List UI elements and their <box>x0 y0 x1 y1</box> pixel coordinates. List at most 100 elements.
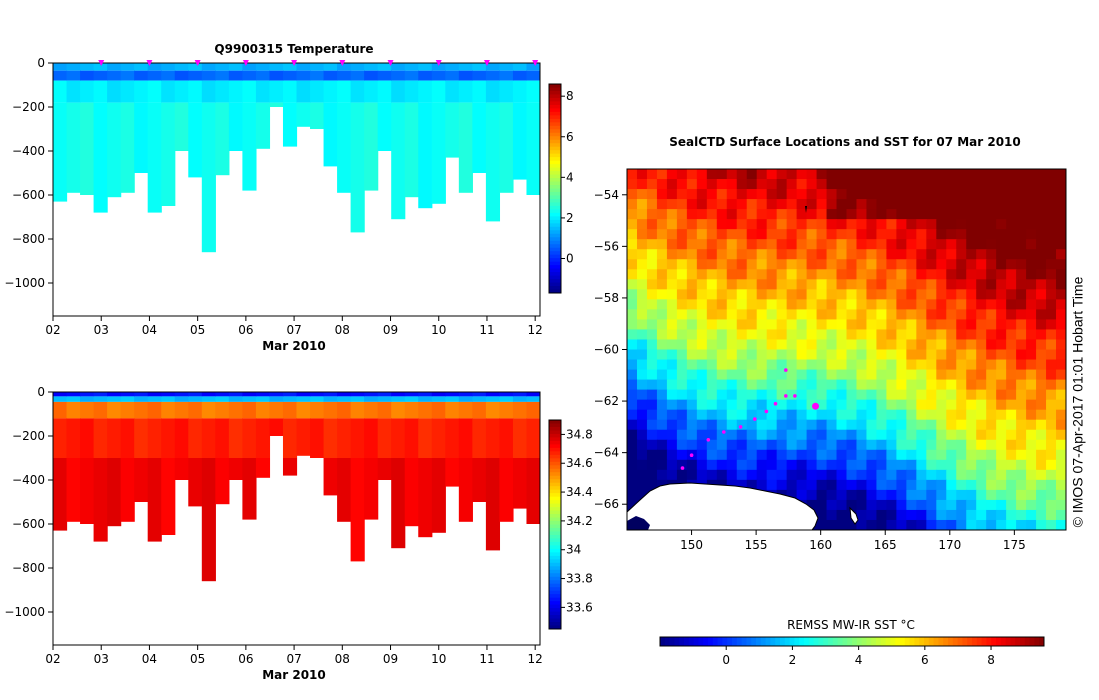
sst-cell <box>726 449 738 461</box>
sst-cell <box>627 189 638 200</box>
sst-cell <box>996 229 1007 240</box>
colorbar-swatch <box>549 219 561 224</box>
sst-colorbar-swatch <box>756 637 762 646</box>
sst-cell <box>666 249 678 260</box>
sst-cell <box>776 199 788 210</box>
sst-cell <box>866 329 878 341</box>
sst-cell <box>936 519 947 530</box>
salinity-y-axis: 0−200−400−600−800−1000 <box>4 385 53 619</box>
sst-cell <box>746 309 758 321</box>
sst-cell <box>956 369 967 381</box>
sst-cell <box>986 509 997 521</box>
sst-cell <box>956 229 967 240</box>
section-cell <box>174 418 189 458</box>
salinity-x-label: Mar 2010 <box>262 668 326 682</box>
sst-cell <box>836 209 848 220</box>
sst-colorbar-swatch <box>856 637 863 646</box>
sst-cell <box>946 209 957 220</box>
sst-cell <box>746 179 758 190</box>
sst-cell <box>986 429 997 441</box>
sst-cell <box>627 239 638 250</box>
sst-cell <box>1046 239 1057 250</box>
sst-cell <box>886 499 897 511</box>
sst-cell <box>896 369 907 381</box>
section-cell <box>269 63 284 71</box>
sst-cell <box>746 479 758 491</box>
sst-cell <box>706 469 718 481</box>
colorbar-swatch <box>549 580 561 585</box>
sst-cell <box>966 469 977 481</box>
sst-cell <box>866 309 878 321</box>
section-cell <box>53 396 68 402</box>
sst-cell <box>806 309 818 321</box>
sst-cell <box>886 229 897 240</box>
sst-cell <box>966 369 977 381</box>
sst-cell <box>806 369 818 381</box>
section-cell <box>404 63 419 71</box>
sst-cell <box>796 309 808 321</box>
sst-cell <box>906 279 917 290</box>
sst-cell <box>1026 399 1037 411</box>
sst-cell <box>696 229 708 240</box>
x-tick-label: 04 <box>142 652 157 666</box>
sst-cell <box>627 199 638 210</box>
sst-cell <box>846 229 858 240</box>
section-cell <box>188 80 203 103</box>
sst-cell <box>926 239 937 250</box>
sst-cell <box>956 429 967 441</box>
section-cell <box>228 70 243 81</box>
sst-cell <box>1036 389 1047 401</box>
section-cell <box>107 102 122 198</box>
seal-location <box>722 430 726 434</box>
sst-cell <box>986 229 997 240</box>
sst-cell <box>1026 519 1037 530</box>
lat-tick-label: −64 <box>594 446 619 460</box>
colorbar-swatch <box>549 524 561 529</box>
sst-colorbar-swatch <box>943 637 949 646</box>
sst-cell <box>627 439 638 451</box>
section-cell <box>296 70 311 81</box>
sst-cell <box>816 169 828 180</box>
sst-cell <box>636 219 648 230</box>
sst-cell <box>996 279 1007 290</box>
sst-cell <box>986 289 997 300</box>
colorbar-swatch <box>549 444 561 449</box>
sst-colorbar-swatch <box>928 637 935 646</box>
sst-cell <box>896 219 907 230</box>
sst-cell <box>886 429 897 441</box>
colorbar-tick-label: 34 <box>566 543 581 557</box>
sst-cell <box>796 349 808 361</box>
sst-cell <box>776 269 788 280</box>
sst-cell <box>1026 249 1037 260</box>
sst-cell <box>686 429 698 441</box>
sst-cell <box>976 469 987 481</box>
sst-colorbar-tick-label: 0 <box>722 653 730 667</box>
section-cell <box>282 401 298 419</box>
sst-cell <box>636 469 648 481</box>
sst-cell <box>726 319 738 331</box>
section-cell <box>364 63 379 71</box>
colorbar-swatch <box>549 538 561 543</box>
lat-tick-label: −58 <box>594 291 619 305</box>
sst-cell <box>696 409 708 421</box>
sst-cell <box>646 169 658 180</box>
sst-cell <box>836 219 848 230</box>
seal-location <box>784 368 788 372</box>
sst-cell <box>856 239 868 250</box>
section-cell <box>282 63 298 71</box>
sst-cell <box>1056 219 1066 230</box>
sst-cell <box>666 459 678 471</box>
sst-cell <box>896 389 907 401</box>
colorbar-swatch <box>549 604 561 609</box>
sst-cell <box>936 199 947 210</box>
section-cell <box>188 70 203 81</box>
sst-cell <box>736 479 748 491</box>
sst-cell <box>876 459 888 471</box>
section-cell <box>431 396 446 402</box>
section-cell <box>134 63 149 71</box>
sst-cell <box>816 209 828 220</box>
sst-cell <box>906 489 917 501</box>
sst-cell <box>696 419 708 431</box>
sst-cell <box>846 299 858 310</box>
sst-cell <box>826 379 838 391</box>
